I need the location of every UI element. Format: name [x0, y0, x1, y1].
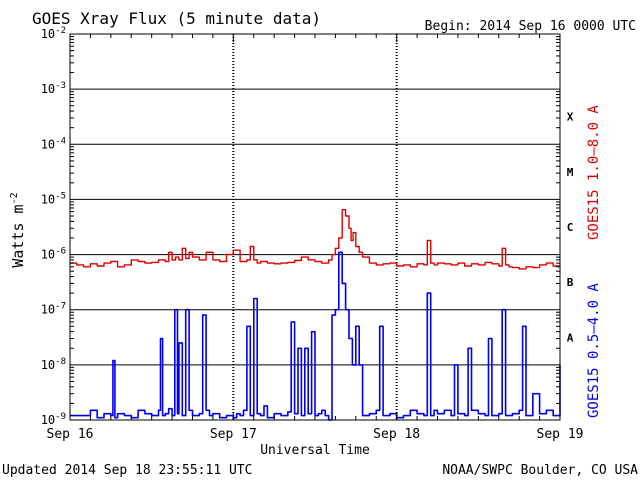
- y-tick-label: 10-6: [41, 247, 66, 262]
- y-tick-label: 10-8: [41, 357, 66, 372]
- series-line-short: [70, 251, 561, 421]
- x-tick-label: Sep 19: [537, 427, 584, 442]
- y-tick-label: 10-2: [41, 26, 66, 41]
- flare-class-label: M: [567, 166, 574, 179]
- x-axis-label: Universal Time: [260, 443, 370, 458]
- flare-class-label: C: [567, 221, 574, 234]
- chart-title: GOES Xray Flux (5 minute data): [32, 9, 321, 28]
- series-label-long: GOES15 1.0–8.0 A: [586, 105, 602, 240]
- y-tick-label: 10-4: [41, 136, 66, 151]
- y-tick-label: 10-5: [41, 191, 66, 206]
- x-tick-label: Sep 17: [210, 427, 257, 442]
- series-line-long: [70, 208, 561, 270]
- flare-class-label: A: [567, 331, 574, 344]
- x-tick-label: Sep 16: [47, 427, 94, 442]
- y-tick-label: 10-3: [41, 81, 66, 96]
- y-tick-label: 10-9: [41, 412, 66, 427]
- grid-lines: [70, 34, 560, 420]
- flare-class-label: X: [567, 111, 574, 124]
- footer-credit: NOAA/SWPC Boulder, CO USA: [442, 463, 638, 478]
- x-axis-ticks: Sep 16 Sep 17 Sep 18 Sep 19: [47, 34, 584, 442]
- series-label-short: GOES15 0.5–4.0 A: [586, 283, 602, 418]
- flare-class-label: B: [567, 276, 574, 289]
- y-tick-label: 10-7: [41, 302, 66, 317]
- y-axis-label: Watts m-2: [9, 192, 27, 267]
- footer-updated: Updated 2014 Sep 18 23:55:11 UTC: [2, 463, 252, 478]
- flare-class-labels: A B C M X: [567, 111, 574, 345]
- x-tick-label: Sep 18: [373, 427, 420, 442]
- series-layer: [70, 208, 561, 421]
- y-axis-ticks: 10-9 10-8 10-7 10-6 10-5 10-4 10-3 10-2: [41, 26, 560, 427]
- begin-label: Begin: 2014 Sep 16 0000 UTC: [425, 19, 636, 34]
